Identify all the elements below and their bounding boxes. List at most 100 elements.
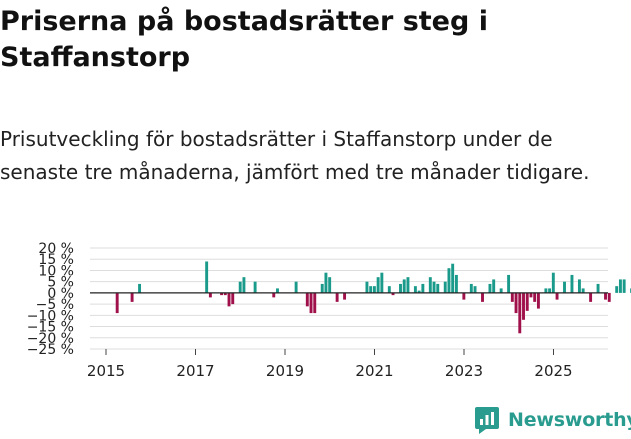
bar	[272, 292, 276, 298]
bar	[581, 288, 585, 293]
bar	[343, 292, 347, 300]
newsworthy-logo-text: Newsworthy	[508, 409, 631, 431]
bar	[276, 288, 279, 293]
bar	[469, 283, 473, 293]
bar	[510, 292, 514, 302]
bar	[253, 281, 257, 293]
y-tick-label: 10 %	[38, 263, 74, 279]
newsworthy-logo-icon	[475, 407, 499, 434]
y-tick-label: −10 %	[27, 308, 74, 324]
bar	[238, 281, 242, 293]
bar	[208, 292, 212, 298]
bar	[324, 272, 328, 293]
bar	[223, 292, 227, 296]
bar	[492, 279, 496, 293]
y-tick-label: −15 %	[27, 320, 74, 336]
bar	[372, 286, 376, 293]
bar	[563, 281, 566, 293]
bar	[462, 292, 466, 300]
x-tick-label: 2015	[87, 362, 125, 380]
bar	[622, 279, 626, 293]
bar	[413, 286, 417, 293]
bar	[421, 283, 425, 293]
bar	[391, 292, 395, 296]
bar	[387, 286, 391, 293]
chart-title: Priserna på bostadsrätter steg i Staffan…	[0, 6, 488, 73]
bar	[130, 292, 134, 302]
bar	[570, 274, 574, 293]
bar	[436, 283, 440, 293]
bar	[577, 279, 581, 293]
y-tick-label: −25 %	[27, 342, 74, 358]
bar	[604, 292, 607, 300]
bar	[481, 292, 484, 302]
bar	[428, 277, 432, 293]
bar	[533, 292, 537, 302]
x-tick-label: 2023	[445, 362, 483, 380]
bar	[514, 292, 518, 314]
bar	[313, 292, 317, 314]
bar	[555, 292, 559, 300]
bar	[529, 292, 533, 298]
bar	[522, 292, 525, 320]
bar	[525, 292, 529, 311]
bar	[369, 286, 373, 293]
bar	[596, 283, 600, 293]
bar	[488, 283, 492, 293]
x-axis: 2015 2017 2019 2021 2023 2025	[87, 349, 573, 380]
bar	[205, 261, 209, 293]
bar	[615, 286, 619, 293]
bar	[473, 286, 477, 293]
bar	[115, 292, 119, 314]
bar	[231, 292, 235, 305]
x-tick-label: 2017	[176, 362, 214, 380]
x-tick-label: 2025	[534, 362, 572, 380]
bar	[242, 277, 246, 293]
gridlines	[90, 247, 608, 350]
bar	[417, 290, 421, 293]
bar	[380, 272, 384, 293]
y-tick-label: 20 %	[38, 241, 74, 257]
newsworthy-logo: Newsworthy	[474, 406, 631, 434]
bar	[447, 268, 451, 293]
bar	[365, 281, 369, 293]
bar	[328, 277, 332, 293]
bar	[406, 277, 410, 293]
bar	[305, 292, 309, 307]
bar	[335, 292, 339, 302]
y-axis-tick-labels: 20 %15 %10 %5 %0 %−5 %−10 %−15 %−20 %−25…	[27, 241, 74, 358]
bar	[607, 292, 611, 302]
bar	[220, 292, 224, 296]
bar	[432, 281, 436, 293]
bar	[443, 281, 447, 293]
bar	[402, 279, 406, 293]
x-tick-label: 2021	[355, 362, 393, 380]
bar	[376, 277, 380, 293]
y-tick-label: 5 %	[47, 275, 74, 291]
bar	[518, 292, 522, 334]
bar	[589, 292, 593, 302]
bar	[320, 283, 324, 293]
chart-subtitle: Prisutveckling för bostadsrätter i Staff…	[0, 127, 590, 184]
bar	[451, 263, 455, 293]
bar	[536, 292, 540, 309]
y-tick-label: 15 %	[38, 252, 74, 268]
bar	[507, 274, 511, 293]
bar	[499, 288, 503, 293]
bar	[618, 279, 622, 293]
bar	[138, 283, 142, 293]
bar	[544, 288, 548, 293]
bar	[294, 281, 298, 293]
y-tick-label: −20 %	[27, 331, 74, 347]
y-tick-label: −5 %	[36, 297, 74, 313]
bar	[309, 292, 313, 314]
bars	[115, 261, 631, 334]
bar	[551, 272, 555, 293]
x-tick-label: 2019	[266, 362, 304, 380]
bar	[548, 288, 552, 293]
bar	[454, 274, 458, 293]
bar	[227, 292, 231, 307]
y-tick-label: 0 %	[47, 286, 74, 302]
bar	[399, 283, 402, 293]
